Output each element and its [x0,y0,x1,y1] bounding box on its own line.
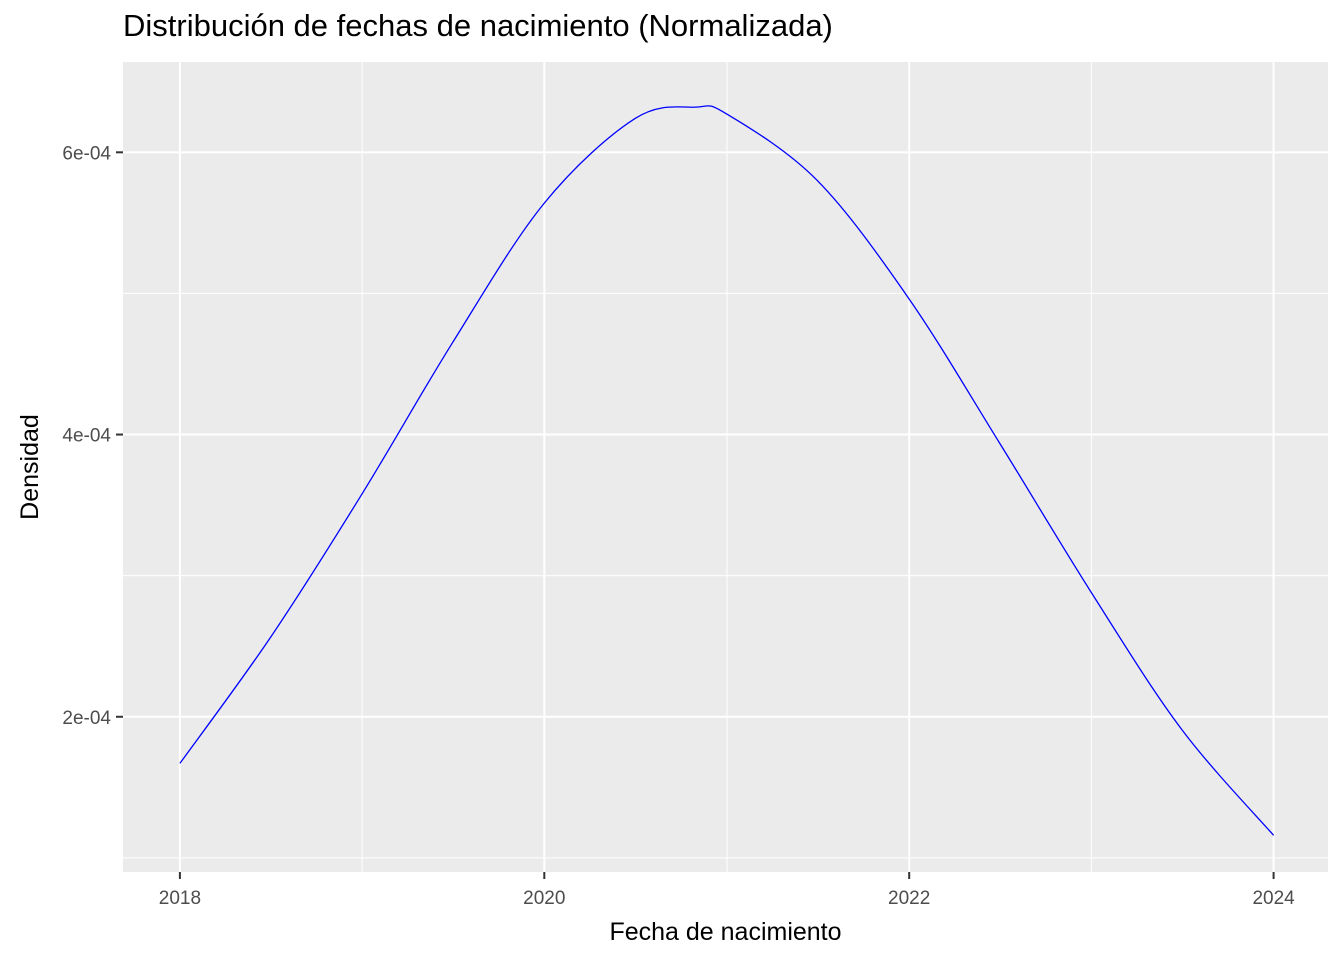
x-tick-labels: 2018 2020 2022 2024 [159,888,1295,909]
axis-tick-marks [116,151,1275,879]
y-axis-title: Densidad [16,414,44,520]
major-gridlines [123,62,1328,872]
chart-title: Distribución de fechas de nacimiento (No… [123,8,833,43]
x-tick-label: 2024 [1252,888,1295,909]
y-tick-label: 2e-04 [62,708,111,729]
minor-gridlines [123,62,1328,872]
x-axis-title: Fecha de nacimiento [609,918,841,946]
x-tick-label: 2020 [523,888,565,909]
series-layer [179,105,1275,836]
y-tick-label: 6e-04 [62,143,111,164]
x-tick-label: 2022 [888,888,930,909]
density-curve-line [179,105,1275,836]
y-tick-label: 4e-04 [62,426,111,447]
plot-panel [123,62,1328,872]
y-tick-labels: 2e-04 4e-04 6e-04 [62,143,111,728]
x-tick-label: 2018 [159,888,201,909]
